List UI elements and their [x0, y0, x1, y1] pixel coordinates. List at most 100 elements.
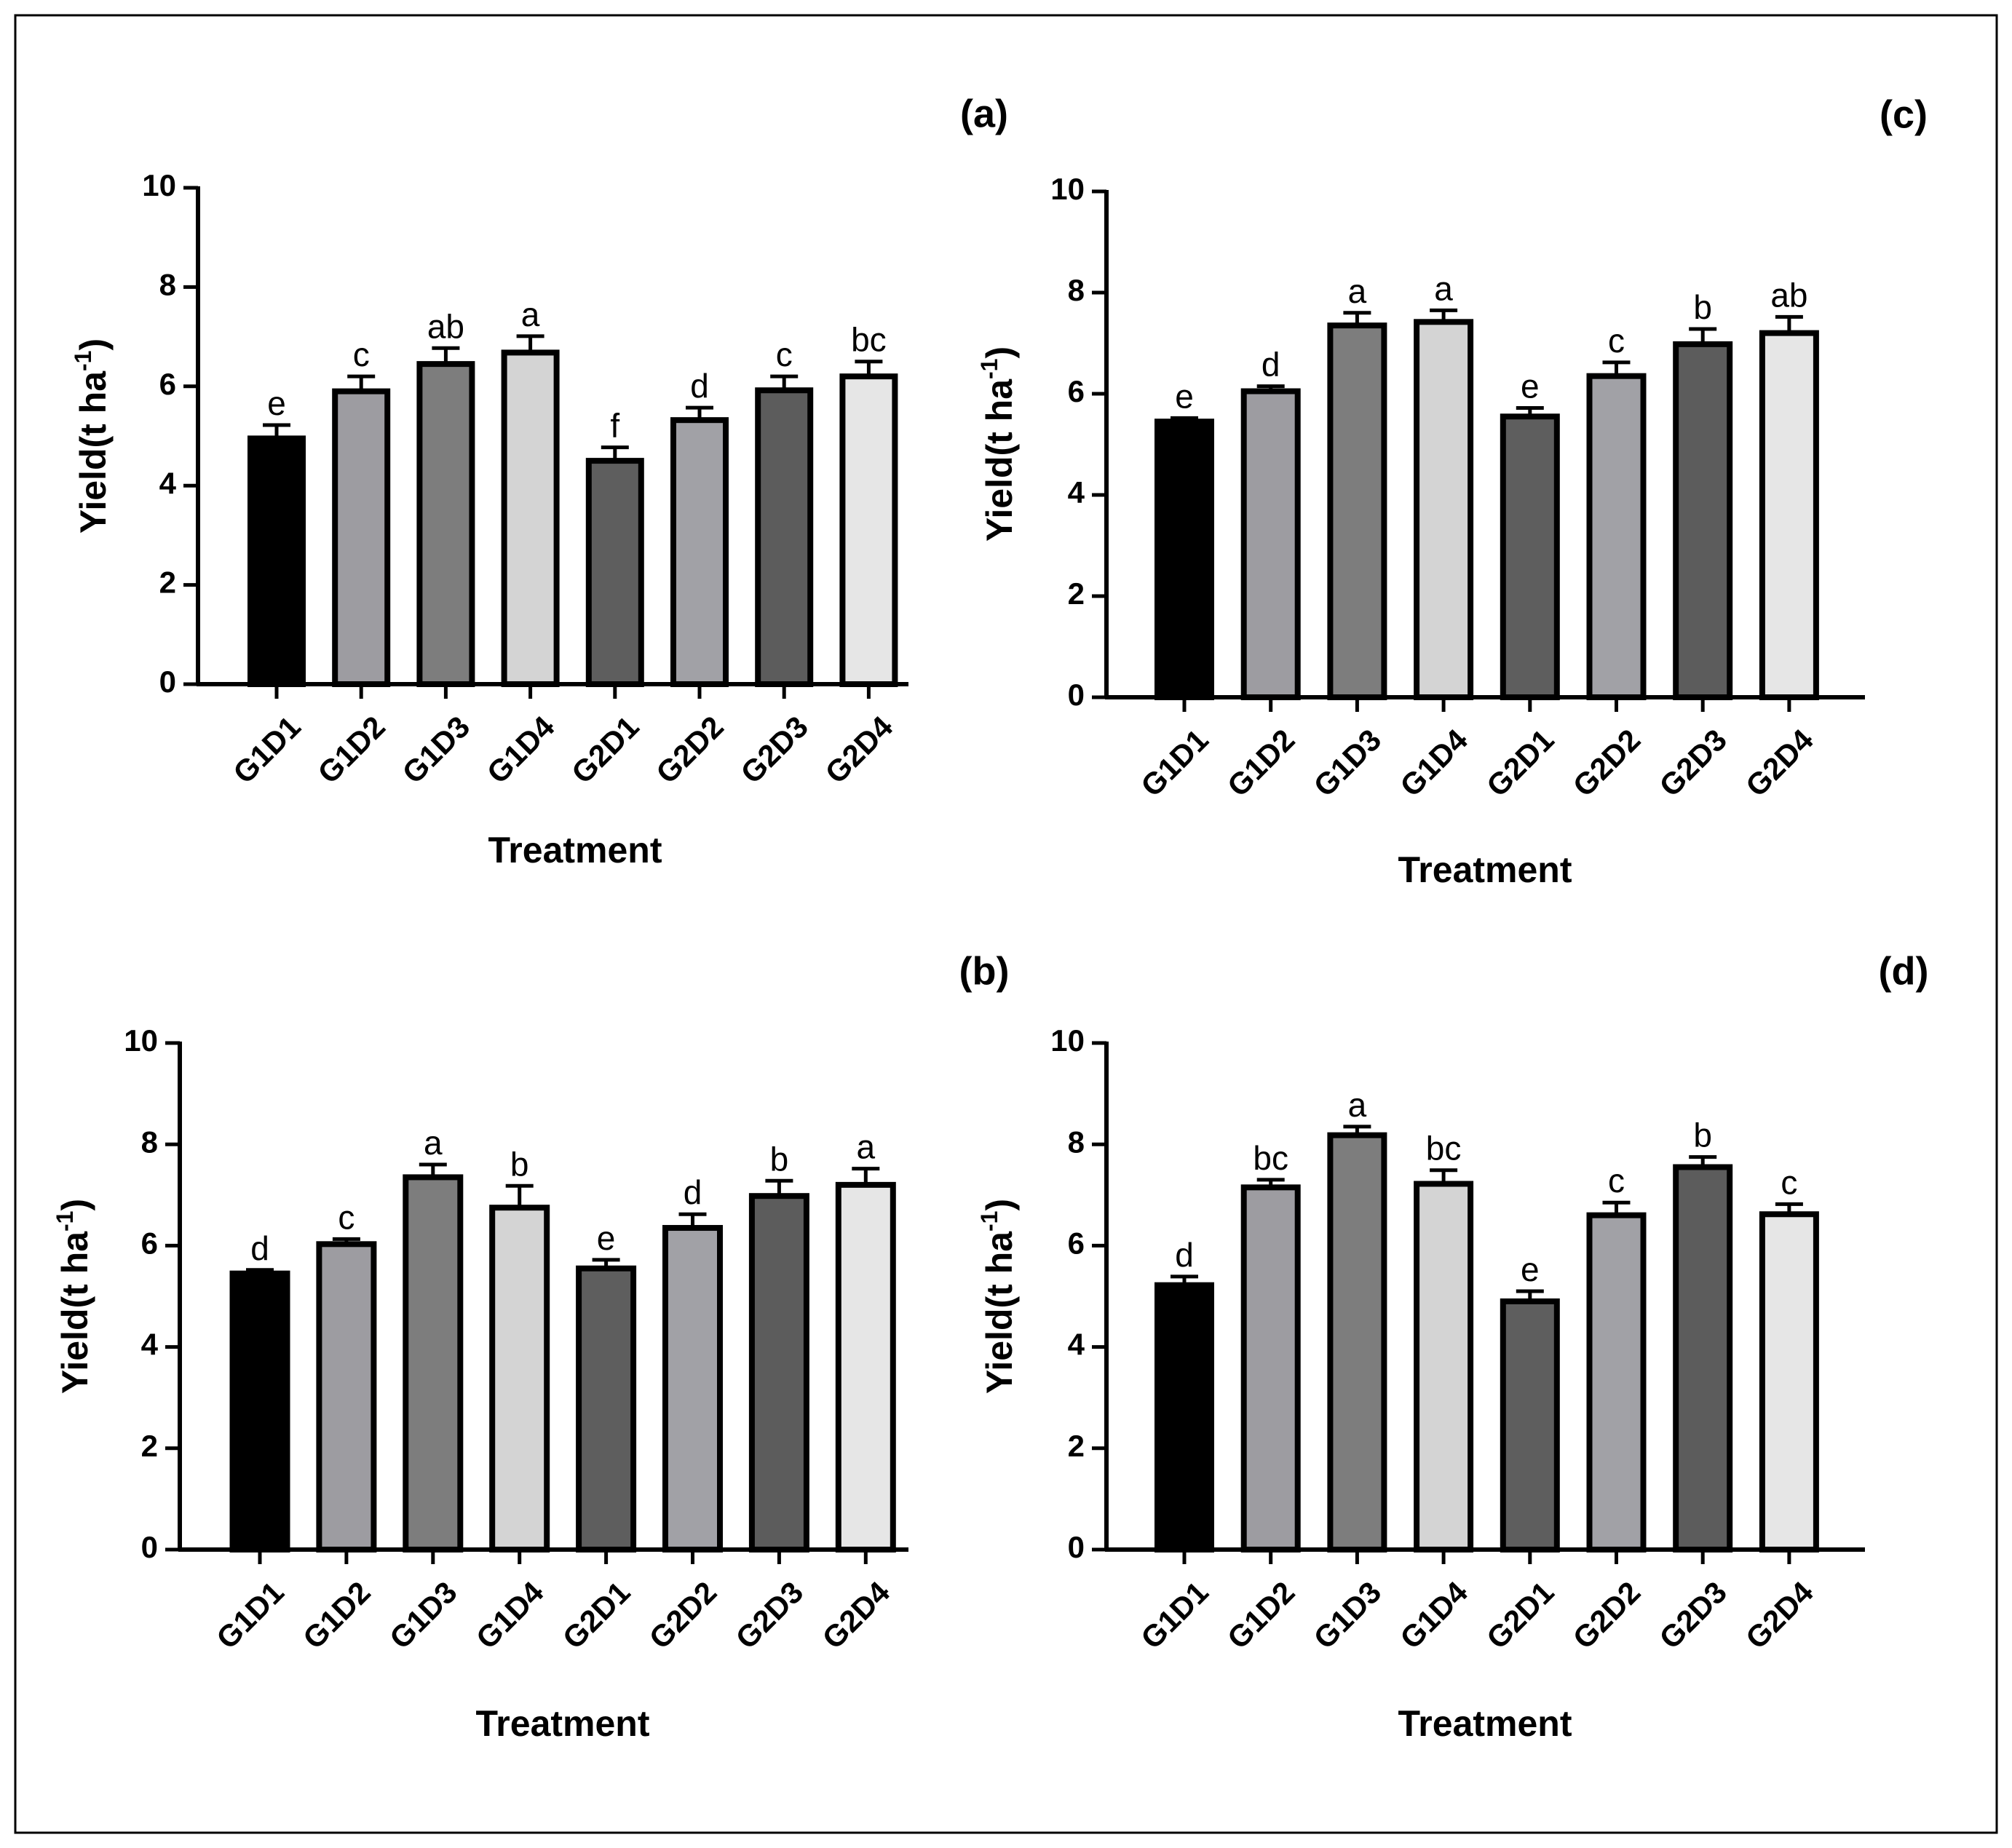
bar — [229, 1270, 290, 1553]
y-tick-label: 10 — [1050, 172, 1085, 206]
y-tick-label: 0 — [159, 665, 176, 699]
y-axis-title: Yield(t ha-1) — [52, 1199, 95, 1394]
significance-label: a — [424, 1124, 443, 1162]
y-axis-title: Yield(t ha-1) — [70, 338, 114, 534]
y-axis-title-close: ) — [73, 338, 114, 351]
bar — [1327, 1132, 1387, 1552]
significance-label: e — [597, 1219, 616, 1257]
significance-label: a — [1434, 269, 1453, 307]
y-axis-title-main: Yield(t ha — [979, 1231, 1020, 1394]
y-axis-title-main: Yield(t ha — [55, 1231, 95, 1394]
significance-label: ab — [427, 307, 464, 345]
y-axis-title-close: ) — [979, 1199, 1020, 1211]
bar — [585, 458, 644, 687]
bar — [1414, 319, 1474, 700]
significance-label: a — [1348, 1086, 1367, 1124]
bar — [247, 435, 306, 687]
bar — [1759, 330, 1819, 700]
y-tick-label: 2 — [159, 566, 176, 600]
significance-label: a — [857, 1128, 876, 1166]
significance-label: bc — [851, 321, 887, 359]
significance-label: ab — [1770, 276, 1807, 314]
bar — [1673, 341, 1733, 700]
bar — [1586, 1212, 1647, 1552]
bar — [501, 349, 560, 687]
x-axis-title: Treatment — [1398, 1703, 1572, 1744]
bar — [489, 1205, 550, 1552]
significance-label: d — [1262, 346, 1280, 384]
y-tick-label: 2 — [1068, 576, 1085, 611]
y-axis-title-superscript: -1 — [52, 1211, 78, 1232]
y-tick-label: 2 — [141, 1429, 158, 1463]
y-tick-label: 6 — [159, 367, 176, 401]
significance-label: d — [690, 367, 709, 405]
y-axis-title-main: Yield(t ha — [73, 370, 114, 534]
significance-label: bc — [1426, 1130, 1462, 1167]
significance-label: b — [510, 1145, 529, 1183]
bar — [1673, 1164, 1733, 1552]
significance-label: c — [1781, 1163, 1797, 1201]
significance-label: d — [250, 1229, 269, 1267]
significance-label: c — [1608, 322, 1625, 360]
bar — [1759, 1211, 1819, 1553]
y-axis-title: Yield(t ha-1) — [976, 1199, 1020, 1394]
significance-label: d — [684, 1173, 702, 1211]
significance-label: a — [1348, 272, 1367, 310]
y-axis-title-superscript: -1 — [976, 359, 1002, 379]
significance-label: f — [610, 407, 619, 445]
bar — [1154, 1282, 1214, 1552]
panel-label: (d) — [1879, 949, 1929, 993]
panel-label: (b) — [959, 949, 1010, 993]
y-tick-label: 0 — [141, 1530, 158, 1564]
y-tick-label: 0 — [1068, 678, 1085, 712]
y-axis-title-main: Yield(t ha — [979, 378, 1020, 542]
significance-label: bc — [1253, 1139, 1288, 1177]
x-axis-title: Treatment — [476, 1703, 650, 1744]
y-tick-label: 2 — [1068, 1429, 1085, 1463]
y-tick-label: 6 — [1068, 374, 1085, 408]
bar — [835, 1181, 896, 1552]
y-axis-title-superscript: -1 — [70, 351, 96, 371]
bar — [576, 1265, 637, 1552]
bar — [839, 373, 898, 687]
bar — [1586, 373, 1647, 700]
significance-label: e — [1175, 377, 1194, 415]
significance-label: c — [776, 336, 793, 373]
significance-label: a — [521, 296, 540, 333]
y-tick-label: 0 — [1068, 1530, 1085, 1564]
bar — [670, 417, 729, 688]
y-tick-label: 8 — [1068, 1125, 1085, 1159]
significance-label: e — [1521, 1250, 1540, 1288]
significance-label: c — [1608, 1162, 1625, 1199]
x-axis-title: Treatment — [1398, 849, 1572, 890]
chart-panel-b: (b)0246810dG1D1cG1D2aG1D3bG1D4eG2D1dG2D2… — [52, 949, 1009, 1744]
bar — [755, 387, 814, 687]
bar — [662, 1225, 723, 1553]
bar — [403, 1174, 464, 1552]
y-tick-label: 6 — [1068, 1226, 1085, 1260]
y-tick-label: 10 — [124, 1023, 158, 1058]
y-axis-title-close: ) — [979, 346, 1020, 359]
bar — [1500, 1298, 1560, 1552]
y-axis-title-superscript: -1 — [976, 1211, 1002, 1232]
y-tick-label: 6 — [141, 1226, 158, 1260]
bar — [332, 388, 391, 687]
bar — [1414, 1181, 1474, 1553]
y-tick-label: 8 — [141, 1125, 158, 1159]
y-tick-label: 8 — [1068, 273, 1085, 307]
y-tick-label: 10 — [142, 168, 176, 202]
bar — [1154, 419, 1214, 700]
significance-label: c — [338, 1198, 355, 1236]
y-tick-label: 4 — [141, 1328, 159, 1362]
bar — [1240, 388, 1301, 701]
y-axis-title-close: ) — [55, 1199, 95, 1211]
y-tick-label: 10 — [1050, 1023, 1085, 1058]
y-tick-label: 4 — [1068, 1328, 1085, 1362]
significance-label: e — [267, 384, 286, 422]
bar — [1240, 1184, 1301, 1552]
x-axis-title: Treatment — [488, 830, 662, 871]
y-tick-label: 4 — [159, 466, 177, 500]
panel-label: (c) — [1880, 92, 1928, 136]
significance-label: d — [1175, 1236, 1194, 1274]
